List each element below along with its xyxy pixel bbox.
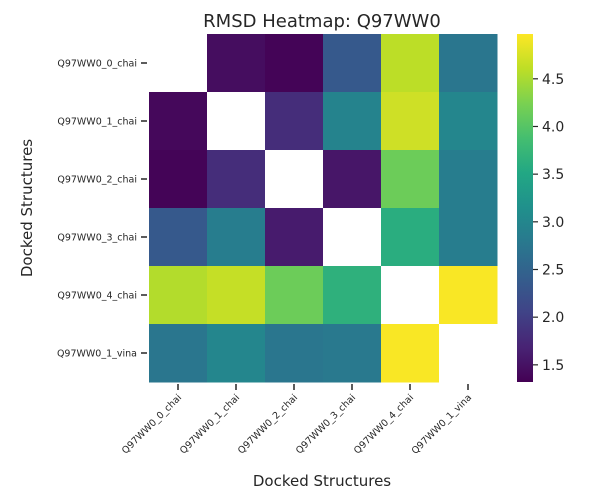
chart-title: RMSD Heatmap: Q97WW0 — [203, 11, 441, 32]
x-tick-label: Q97WW0_3_chai — [294, 392, 358, 456]
heatmap-cell — [381, 92, 440, 151]
x-tick-label: Q97WW0_1_vina — [410, 392, 474, 456]
heatmap-cells — [149, 34, 498, 383]
heatmap-cell — [265, 150, 324, 209]
x-tick-label: Q97WW0_4_chai — [352, 392, 416, 456]
y-axis-label: Docked Structures — [18, 139, 36, 277]
heatmap-cell — [381, 266, 440, 325]
heatmap-cell — [207, 150, 266, 209]
heatmap-cell — [149, 324, 208, 383]
heatmap-cell — [323, 150, 382, 209]
heatmap-cell — [381, 208, 440, 267]
heatmap-cell — [149, 266, 208, 325]
colorbar-tick-label: 3.0 — [542, 215, 564, 231]
y-tick-label: Q97WW0_2_chai — [57, 175, 137, 186]
colorbar-tick-label: 4.0 — [542, 119, 564, 135]
heatmap-cell — [439, 92, 498, 151]
heatmap-cell — [439, 324, 498, 383]
heatmap-cell — [149, 208, 208, 267]
heatmap-cell — [265, 208, 324, 267]
heatmap-cell — [323, 34, 382, 93]
x-axis-label: Docked Structures — [253, 472, 391, 490]
heatmap-cell — [439, 266, 498, 325]
y-tick-label: Q97WW0_4_chai — [57, 291, 137, 302]
y-tick-label: Q97WW0_1_vina — [57, 349, 137, 360]
heatmap-cell — [207, 266, 266, 325]
heatmap-cell — [381, 150, 440, 209]
heatmap-cell — [149, 34, 208, 93]
x-tick-label: Q97WW0_2_chai — [236, 392, 300, 456]
heatmap-cell — [207, 324, 266, 383]
heatmap-cell — [149, 92, 208, 151]
colorbar-gradient — [517, 34, 533, 382]
heatmap-cell — [439, 208, 498, 267]
heatmap-cell — [265, 92, 324, 151]
x-tick-label: Q97WW0_0_chai — [120, 392, 184, 456]
colorbar-tick-label: 3.5 — [542, 167, 564, 183]
y-tick-label: Q97WW0_0_chai — [57, 59, 137, 70]
colorbar: 1.5 2.0 2.5 3.0 3.5 4.0 4.5 — [517, 34, 564, 382]
y-axis-ticks: Q97WW0_0_chai Q97WW0_1_chai Q97WW0_2_chai Q… — [57, 59, 147, 360]
heatmap-cell — [439, 150, 498, 209]
heatmap-cell — [207, 208, 266, 267]
colorbar-tick-label: 4.5 — [542, 72, 564, 88]
heatmap-cell — [323, 324, 382, 383]
x-axis-ticks: Q97WW0_0_chaiQ97WW0_1_chaiQ97WW0_2_chaiQ… — [120, 384, 474, 457]
heatmap-cell — [323, 92, 382, 151]
heatmap-cell — [381, 34, 440, 93]
heatmap-cell — [207, 92, 266, 151]
heatmap-cell — [323, 266, 382, 325]
x-tick-label: Q97WW0_1_chai — [178, 392, 242, 456]
heatmap-cell — [207, 34, 266, 93]
heatmap-cell — [439, 34, 498, 93]
heatmap-cell — [265, 34, 324, 93]
colorbar-tick-label: 2.0 — [542, 310, 564, 326]
heatmap-cell — [149, 150, 208, 209]
heatmap-cell — [265, 266, 324, 325]
heatmap-cell — [381, 324, 440, 383]
colorbar-tick-label: 1.5 — [542, 358, 564, 374]
heatmap-cell — [323, 208, 382, 267]
colorbar-tick-label: 2.5 — [542, 262, 564, 278]
y-tick-label: Q97WW0_3_chai — [57, 233, 137, 244]
heatmap-cell — [265, 324, 324, 383]
y-tick-label: Q97WW0_1_chai — [57, 117, 137, 128]
